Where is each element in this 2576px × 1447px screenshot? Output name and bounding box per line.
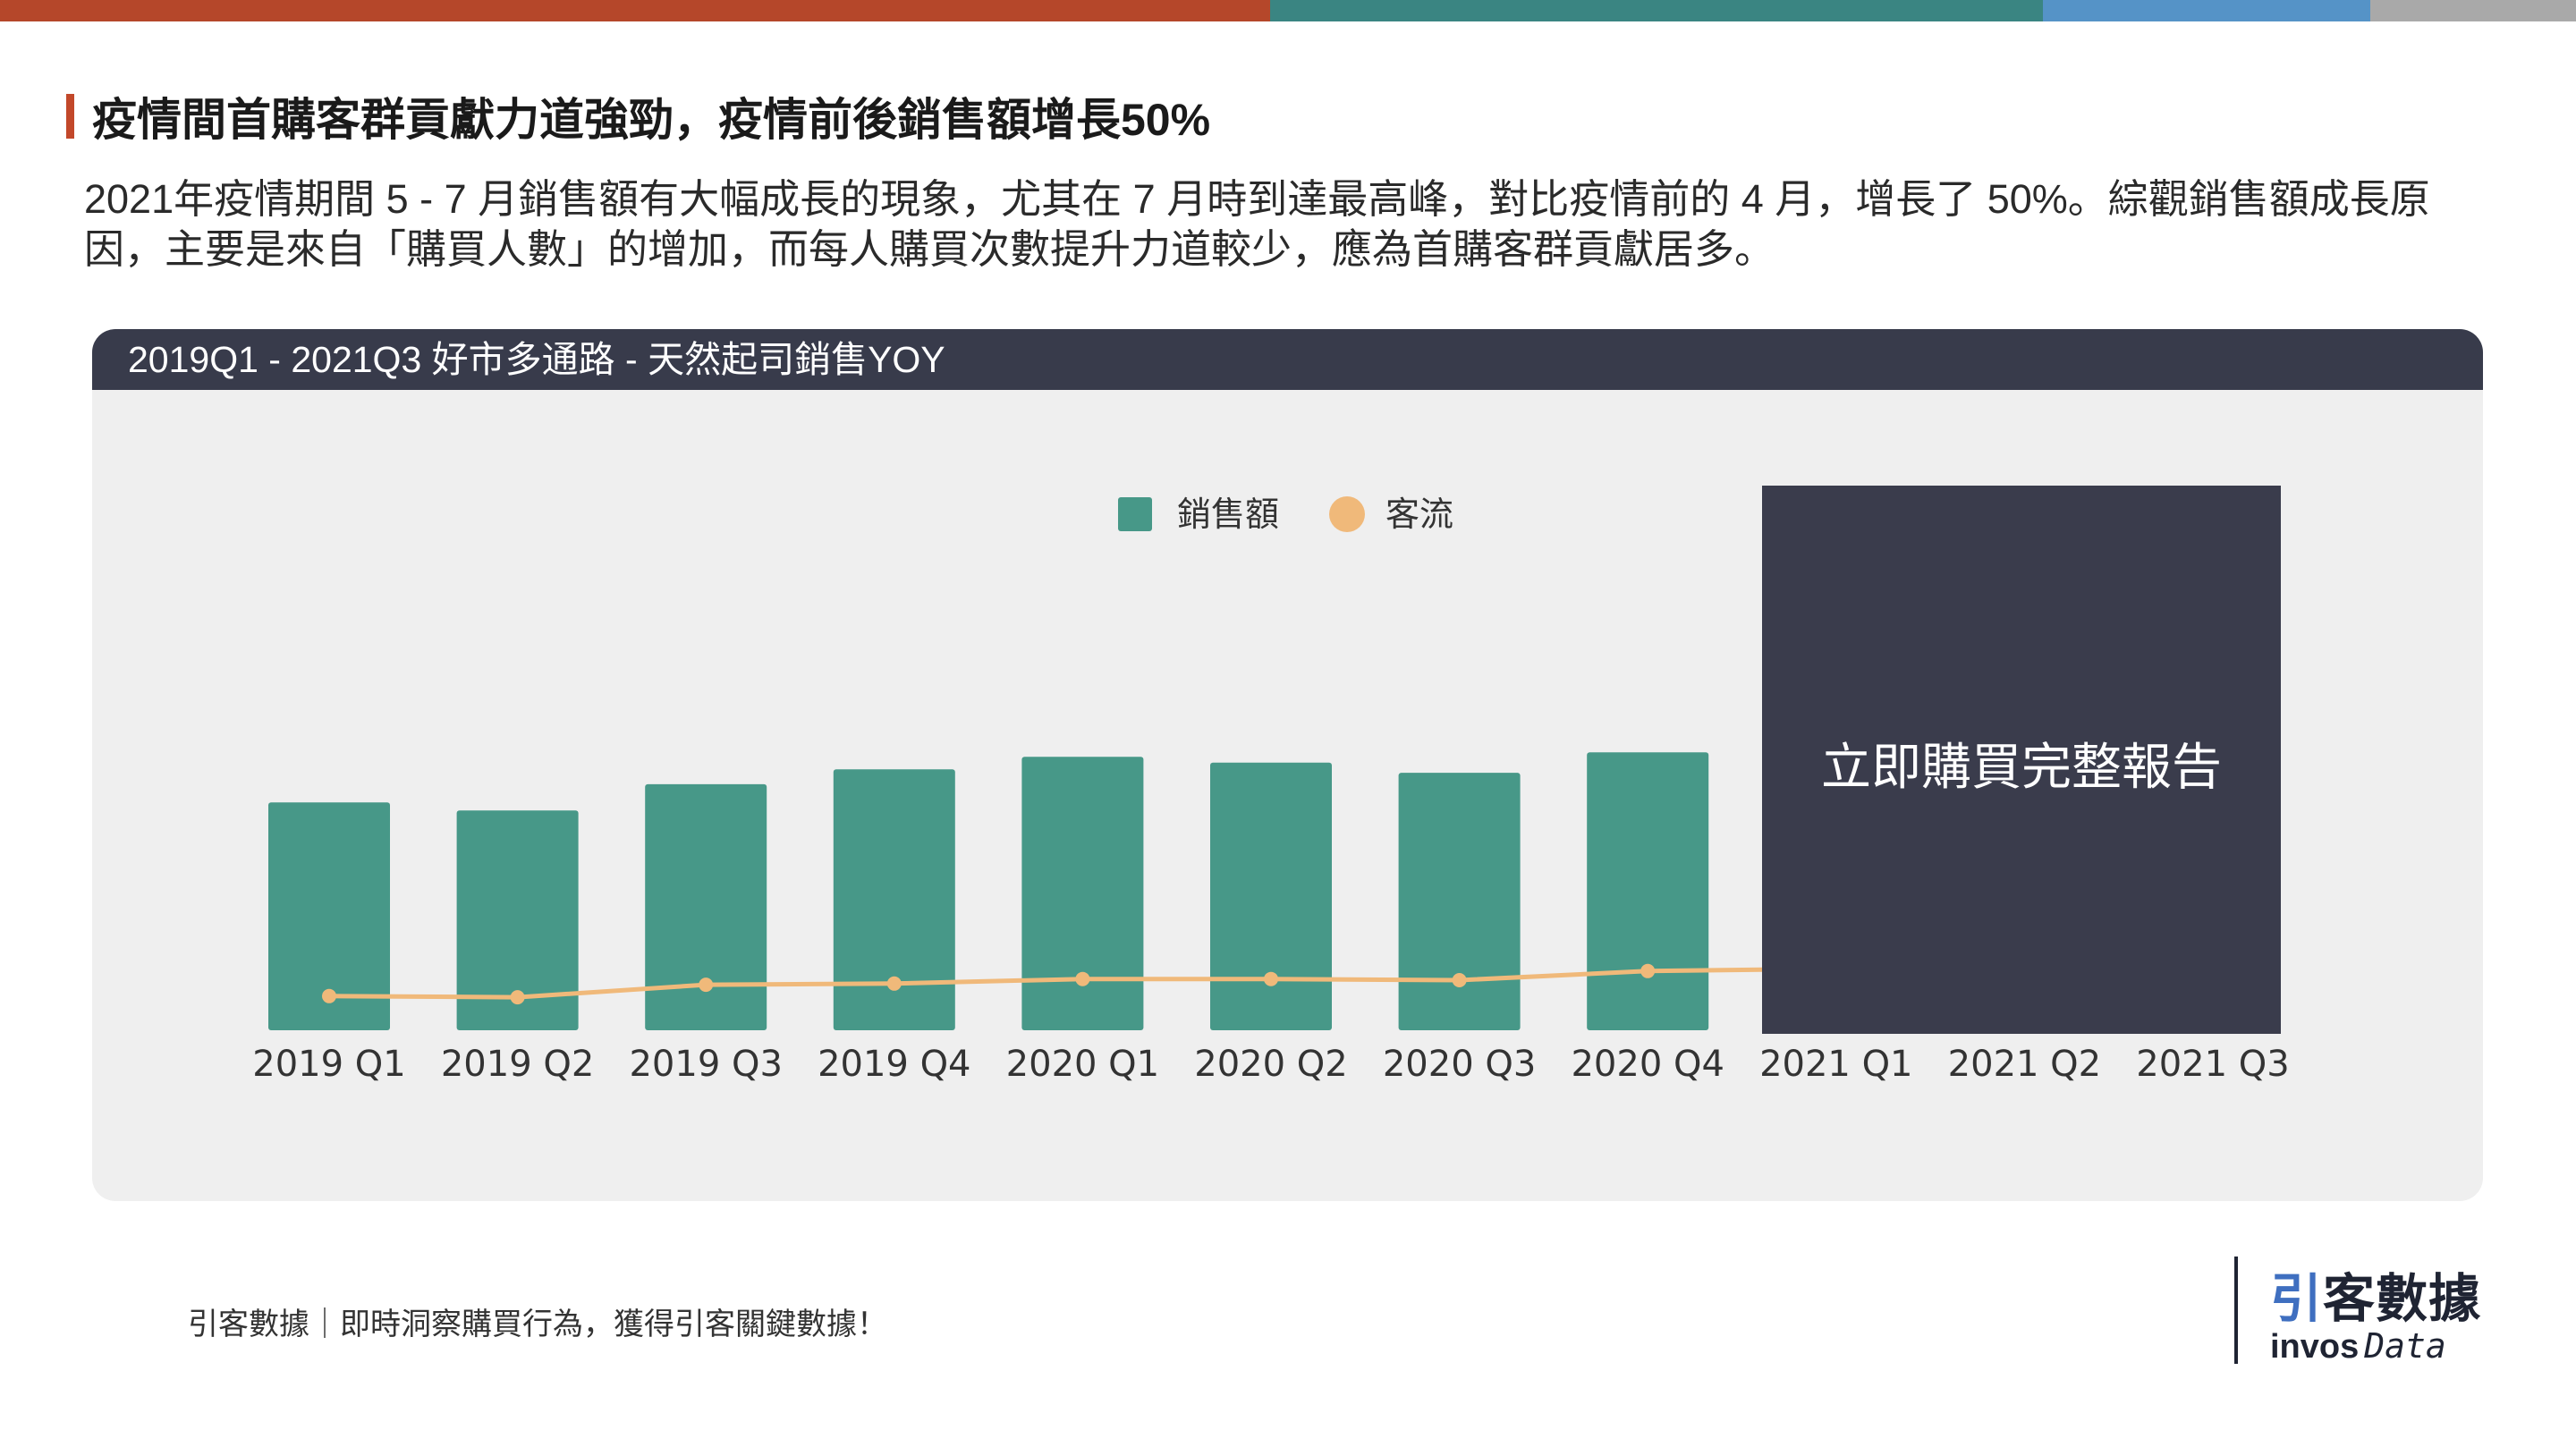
point-2020-q4 — [1640, 963, 1656, 978]
x-tick-label: 2020 Q1 — [1006, 1044, 1159, 1085]
logo-english-part2: Data — [2364, 1326, 2446, 1366]
x-tick-label: 2019 Q1 — [252, 1044, 405, 1085]
bar-2019-q3 — [645, 783, 767, 1030]
bar-2019-q2 — [456, 810, 579, 1030]
page-title: 疫情間首購客群貢獻力道強勁，疫情前後銷售額增長50% — [92, 95, 1211, 145]
point-2020-q2 — [1264, 971, 1278, 986]
x-tick-label: 2020 Q4 — [1571, 1044, 1724, 1085]
heading-accent-bar — [66, 94, 74, 139]
chart-legend: 銷售額 客流 — [1118, 495, 1453, 534]
x-tick-label: 2021 Q3 — [2136, 1044, 2289, 1085]
x-tick-label: 2021 Q2 — [1948, 1044, 2101, 1085]
top-bar-segment-teal — [1270, 0, 2043, 21]
invos-data-logo: 引客數據 invos Data — [2234, 1257, 2503, 1367]
description-paragraph: 2021年疫情期間 5 - 7 月銷售額有大幅成長的現象，尤其在 7 月時到達最… — [84, 176, 2430, 272]
x-tick-label: 2020 Q2 — [1194, 1044, 1347, 1085]
x-tick-label: 2021 Q1 — [1759, 1044, 1912, 1085]
logo-english: invos Data — [2270, 1326, 2446, 1367]
point-2019-q1 — [322, 988, 336, 1003]
legend-swatch-traffic — [1329, 496, 1365, 532]
x-tick-label: 2019 Q4 — [818, 1044, 970, 1085]
footer-tagline: 引客數據｜即時洞察購買行為，獲得引客關鍵數據！ — [188, 1307, 887, 1341]
x-tick-label: 2019 Q2 — [441, 1044, 594, 1085]
x-tick-label: 2020 Q3 — [1383, 1044, 1536, 1085]
legend-label-traffic: 客流 — [1385, 495, 1453, 534]
bar-2020-q4 — [1587, 752, 1709, 1030]
top-bar-segment-blue — [2043, 0, 2370, 21]
point-2019-q4 — [886, 976, 902, 991]
bar-2019-q1 — [268, 802, 390, 1030]
buy-full-report-button[interactable]: 立即購買完整報告 — [1762, 486, 2281, 1034]
point-2019-q3 — [699, 977, 714, 993]
logo-chinese-part1: 引 — [2270, 1270, 2324, 1328]
point-2019-q2 — [510, 990, 525, 1005]
chart-header: 2019Q1 - 2021Q3 好市多通路 - 天然起司銷售YOY — [92, 329, 2483, 390]
legend-swatch-sales — [1118, 497, 1152, 531]
buy-full-report-label: 立即購買完整報告 — [1821, 739, 2222, 795]
logo-chinese-part2: 客數據 — [2323, 1270, 2482, 1328]
logo-divider — [2234, 1257, 2238, 1364]
top-bar-segment-red — [0, 0, 1270, 21]
bar-2020-q1 — [1021, 757, 1144, 1030]
x-tick-label: 2019 Q3 — [629, 1044, 782, 1085]
legend-label-sales: 銷售額 — [1177, 495, 1279, 534]
bar-2019-q4 — [833, 769, 955, 1030]
bar-2020-q3 — [1398, 773, 1521, 1030]
point-2020-q1 — [1075, 971, 1090, 986]
bar-2020-q2 — [1210, 762, 1332, 1030]
point-2020-q3 — [1452, 973, 1467, 987]
chart-svg: 2019 Q1 2019 Q2 2019 Q3 2019 Q4 2020 Q1 2020 … — [252, 495, 2289, 1085]
top-bar-segment-gray — [2370, 0, 2576, 21]
logo-english-part1: invos — [2270, 1328, 2360, 1366]
top-color-bar — [0, 0, 2576, 21]
heading: 疫情間首購客群貢獻力道強勁，疫情前後銷售額增長50% — [66, 91, 1210, 145]
logo-chinese: 引客數據 — [2270, 1257, 2481, 1332]
